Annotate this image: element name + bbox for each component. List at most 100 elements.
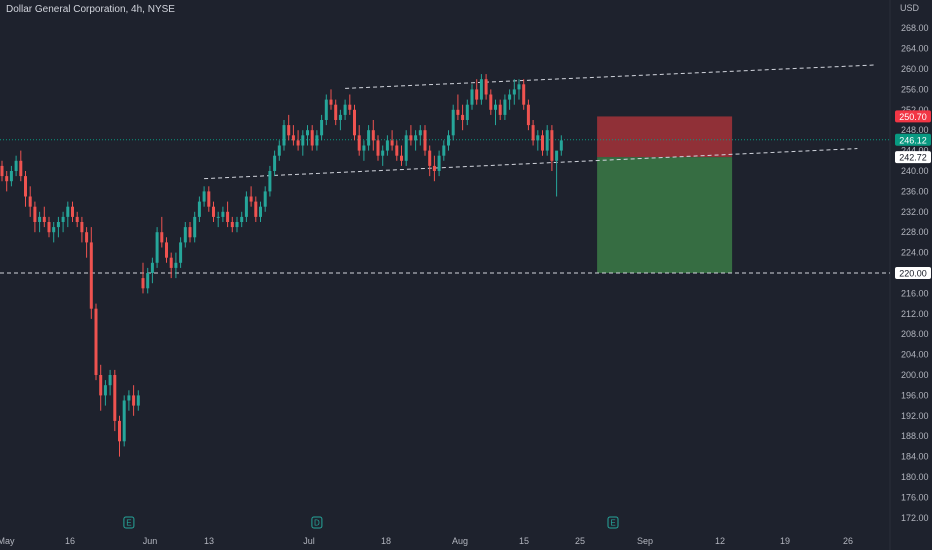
candle-body <box>24 176 27 197</box>
y-tick-label: 248.00 <box>901 125 929 135</box>
x-tick-label: 15 <box>519 536 529 546</box>
candle-body <box>193 216 197 238</box>
y-tick-label: 208.00 <box>901 329 929 339</box>
x-tick-label: May <box>0 536 15 546</box>
y-tick-label: 244.00 <box>901 146 929 156</box>
candle-body <box>127 395 131 401</box>
candle-body <box>526 104 530 126</box>
candle-body <box>61 216 65 222</box>
candle-body <box>559 140 563 151</box>
candle-body <box>165 242 168 258</box>
candle-body <box>273 155 277 171</box>
y-tick-label: 236.00 <box>901 186 929 196</box>
candle-body <box>320 120 324 136</box>
price-tag <box>895 133 931 146</box>
price-tag <box>895 267 931 279</box>
candle-body <box>202 191 206 202</box>
candle-body <box>146 273 150 289</box>
y-tick-label: 176.00 <box>901 492 929 502</box>
event-marker <box>311 516 323 529</box>
y-tick-label: 216.00 <box>901 288 929 298</box>
candle-body <box>254 201 258 217</box>
candle-body <box>33 206 37 222</box>
candle-body <box>9 171 13 182</box>
candle-body <box>503 99 507 115</box>
candle-body <box>216 216 220 218</box>
price-tag-label: 220.00 <box>899 269 927 279</box>
candle-body <box>301 135 305 146</box>
y-tick-label: 260.00 <box>901 64 929 74</box>
candle-body <box>400 155 403 161</box>
y-tick-label: 224.00 <box>901 248 929 258</box>
candle-body <box>291 135 295 141</box>
candle-body <box>197 201 201 217</box>
x-tick-label: 19 <box>780 536 790 546</box>
candle-body <box>249 196 253 202</box>
candle-body <box>315 135 319 146</box>
price-tag-label: 250.70 <box>899 112 927 122</box>
y-tick-label: 228.00 <box>901 227 929 237</box>
candle-body <box>324 99 328 120</box>
candle-body <box>447 135 450 146</box>
candle-body <box>108 375 112 386</box>
upper-trendline <box>345 64 877 89</box>
x-tick-label: 25 <box>575 536 585 546</box>
candle-body <box>348 104 352 110</box>
candle-body <box>179 242 183 263</box>
candle-body <box>42 216 46 222</box>
candle-body <box>141 278 145 289</box>
candle-body <box>484 79 488 95</box>
candle-body <box>71 206 74 217</box>
candle-body <box>418 130 422 136</box>
candle-body <box>409 135 413 141</box>
event-marker <box>123 516 135 529</box>
candle-body <box>376 140 380 156</box>
event-marker-label: E <box>126 519 131 528</box>
y-tick-label: 184.00 <box>901 452 929 462</box>
candle-body <box>479 79 483 100</box>
currency-label: USD <box>900 3 920 13</box>
candle-body <box>432 165 436 171</box>
candle-body <box>522 84 526 105</box>
x-tick-label: 12 <box>715 536 725 546</box>
candle-body <box>99 375 103 396</box>
y-tick-label: 200.00 <box>901 370 929 380</box>
candle-body <box>362 145 366 151</box>
candle-body <box>183 227 187 243</box>
candle-body <box>118 420 121 442</box>
candle-body <box>423 130 427 151</box>
candle-body <box>212 206 215 217</box>
candle-body <box>451 109 455 136</box>
candle-body <box>226 211 230 222</box>
candle-body <box>103 385 107 396</box>
candle-body <box>5 176 9 182</box>
price-tag-label: 242.72 <box>899 153 927 163</box>
y-tick-label: 268.00 <box>901 23 929 33</box>
candle-body <box>512 89 516 95</box>
candle-body <box>94 308 98 375</box>
y-tick-label: 172.00 <box>901 513 929 523</box>
y-tick-label: 196.00 <box>901 390 929 400</box>
candle-body <box>230 222 234 228</box>
x-tick-label: 16 <box>65 536 75 546</box>
candle-body <box>160 232 164 243</box>
candle-body <box>85 232 89 243</box>
candle-body <box>555 150 559 161</box>
candle-body <box>310 130 314 146</box>
candle-body <box>132 395 136 406</box>
candle-body <box>541 135 544 151</box>
y-tick-label: 264.00 <box>901 44 929 54</box>
candle-body <box>28 196 32 207</box>
price-tag-label: 246.12 <box>899 135 927 145</box>
candle-body <box>456 109 460 115</box>
candle-body <box>282 125 286 146</box>
candle-body <box>498 104 502 115</box>
y-tick-label: 240.00 <box>901 166 929 176</box>
y-tick-label: 192.00 <box>901 411 929 421</box>
candle-body <box>174 262 178 268</box>
x-tick-label: Jun <box>143 536 158 546</box>
candle-body <box>66 206 70 217</box>
candle-body <box>517 84 521 90</box>
candle-body <box>188 227 192 238</box>
